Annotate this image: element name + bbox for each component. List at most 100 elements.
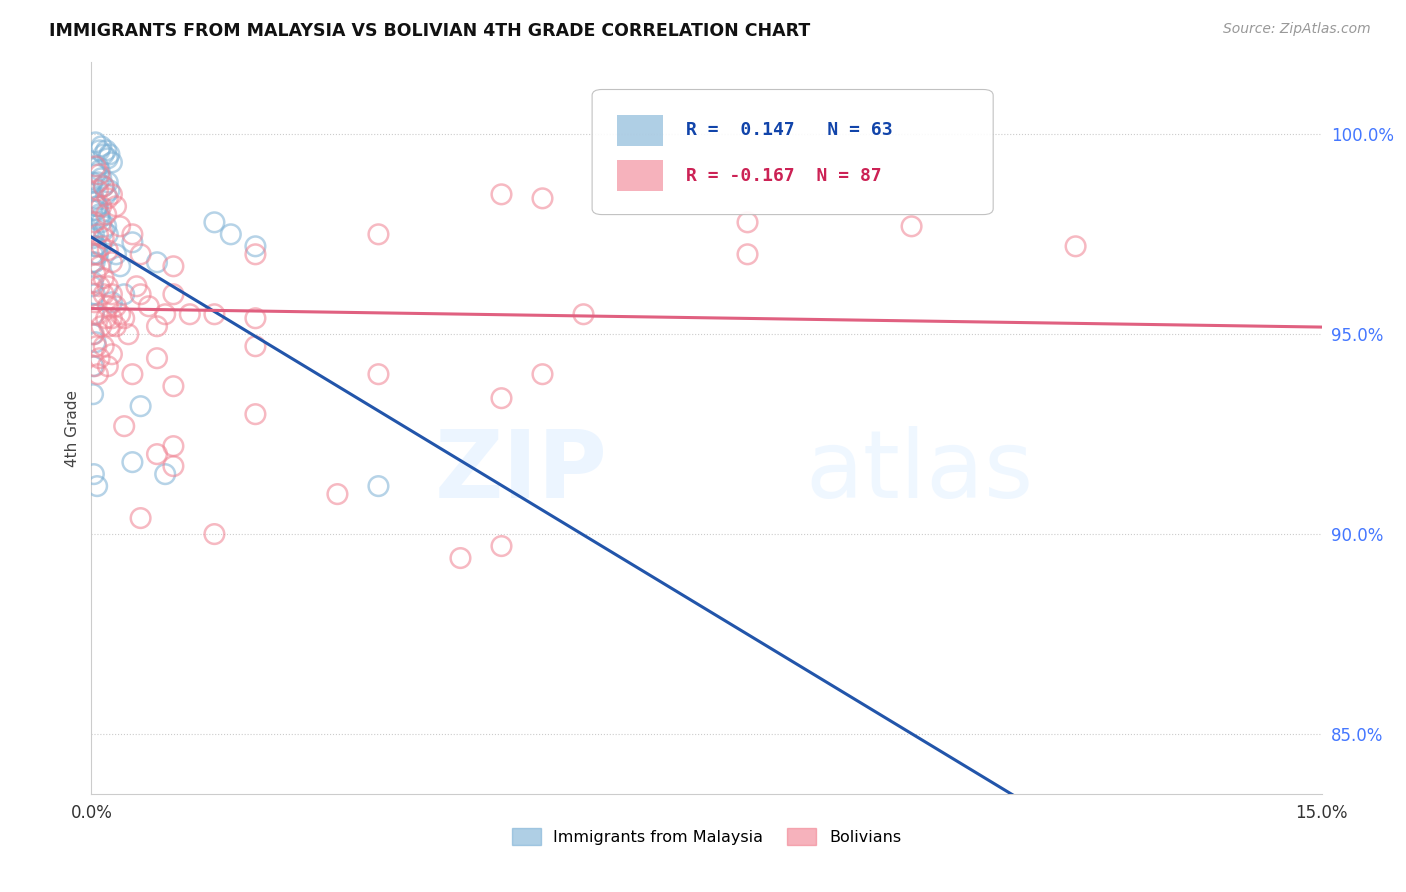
- Point: [1064, 239, 1087, 253]
- Point: [245, 311, 267, 326]
- Point: [84, 267, 107, 281]
- Point: [87, 199, 110, 213]
- Point: [491, 391, 513, 405]
- Point: [82, 255, 104, 269]
- Point: [87, 307, 110, 321]
- Point: [153, 307, 177, 321]
- Point: [83, 467, 105, 482]
- Y-axis label: 4th Grade: 4th Grade: [65, 390, 80, 467]
- Point: [96, 144, 117, 158]
- Point: [219, 227, 242, 242]
- Point: [89, 163, 111, 178]
- FancyBboxPatch shape: [592, 89, 993, 215]
- Point: [105, 199, 127, 213]
- Text: atlas: atlas: [804, 426, 1033, 518]
- Point: [97, 244, 120, 258]
- Point: [108, 307, 131, 321]
- Point: [97, 191, 120, 205]
- Point: [105, 319, 127, 334]
- Point: [101, 311, 124, 326]
- Point: [93, 223, 115, 237]
- Point: [202, 215, 225, 229]
- Point: [82, 175, 104, 189]
- Point: [82, 231, 104, 245]
- Point: [97, 227, 120, 242]
- Point: [84, 239, 107, 253]
- Point: [108, 260, 131, 274]
- Point: [97, 152, 120, 166]
- Point: [531, 191, 554, 205]
- Point: [89, 167, 111, 181]
- Text: IMMIGRANTS FROM MALAYSIA VS BOLIVIAN 4TH GRADE CORRELATION CHART: IMMIGRANTS FROM MALAYSIA VS BOLIVIAN 4TH…: [49, 22, 810, 40]
- Point: [93, 287, 115, 301]
- Point: [153, 467, 177, 482]
- Point: [531, 368, 554, 382]
- Point: [138, 299, 160, 313]
- Point: [162, 459, 184, 474]
- Point: [90, 139, 112, 153]
- Point: [245, 247, 267, 261]
- Point: [89, 144, 111, 158]
- Point: [112, 311, 135, 326]
- Point: [367, 479, 389, 493]
- Point: [82, 279, 104, 293]
- Point: [90, 171, 112, 186]
- Point: [367, 368, 389, 382]
- Point: [162, 379, 184, 393]
- Text: Source: ZipAtlas.com: Source: ZipAtlas.com: [1223, 22, 1371, 37]
- Point: [83, 191, 105, 205]
- Point: [84, 335, 107, 350]
- Text: R = -0.167  N = 87: R = -0.167 N = 87: [686, 167, 882, 185]
- Point: [101, 155, 124, 169]
- Point: [125, 279, 148, 293]
- Point: [82, 247, 104, 261]
- Point: [93, 179, 115, 194]
- Point: [101, 347, 124, 361]
- Point: [82, 359, 104, 374]
- Point: [96, 311, 117, 326]
- Point: [101, 295, 124, 310]
- Point: [121, 455, 143, 469]
- Point: [84, 247, 107, 261]
- Point: [89, 279, 111, 293]
- Point: [737, 215, 759, 229]
- Point: [87, 160, 110, 174]
- Point: [162, 439, 184, 453]
- Point: [87, 227, 110, 242]
- Point: [89, 260, 111, 274]
- Point: [89, 207, 111, 221]
- Point: [202, 307, 225, 321]
- FancyBboxPatch shape: [617, 161, 664, 191]
- Point: [98, 319, 121, 334]
- Point: [97, 175, 120, 189]
- Point: [86, 479, 108, 493]
- Point: [93, 179, 115, 194]
- Point: [98, 147, 121, 161]
- Point: [83, 287, 105, 301]
- Point: [129, 247, 152, 261]
- Point: [83, 227, 105, 242]
- Point: [737, 247, 759, 261]
- Point: [162, 260, 184, 274]
- Point: [112, 287, 135, 301]
- Point: [97, 299, 120, 313]
- Point: [93, 147, 115, 161]
- Point: [367, 227, 389, 242]
- Point: [101, 287, 124, 301]
- Point: [129, 287, 152, 301]
- Point: [245, 407, 267, 421]
- Point: [83, 255, 105, 269]
- Point: [101, 255, 124, 269]
- Point: [202, 527, 225, 541]
- Point: [112, 419, 135, 434]
- Point: [105, 299, 127, 313]
- Point: [90, 215, 112, 229]
- Point: [449, 551, 471, 566]
- Point: [83, 195, 105, 210]
- Point: [900, 219, 922, 234]
- Point: [96, 219, 117, 234]
- Point: [108, 219, 131, 234]
- Point: [84, 239, 107, 253]
- Point: [121, 235, 143, 250]
- Point: [84, 167, 107, 181]
